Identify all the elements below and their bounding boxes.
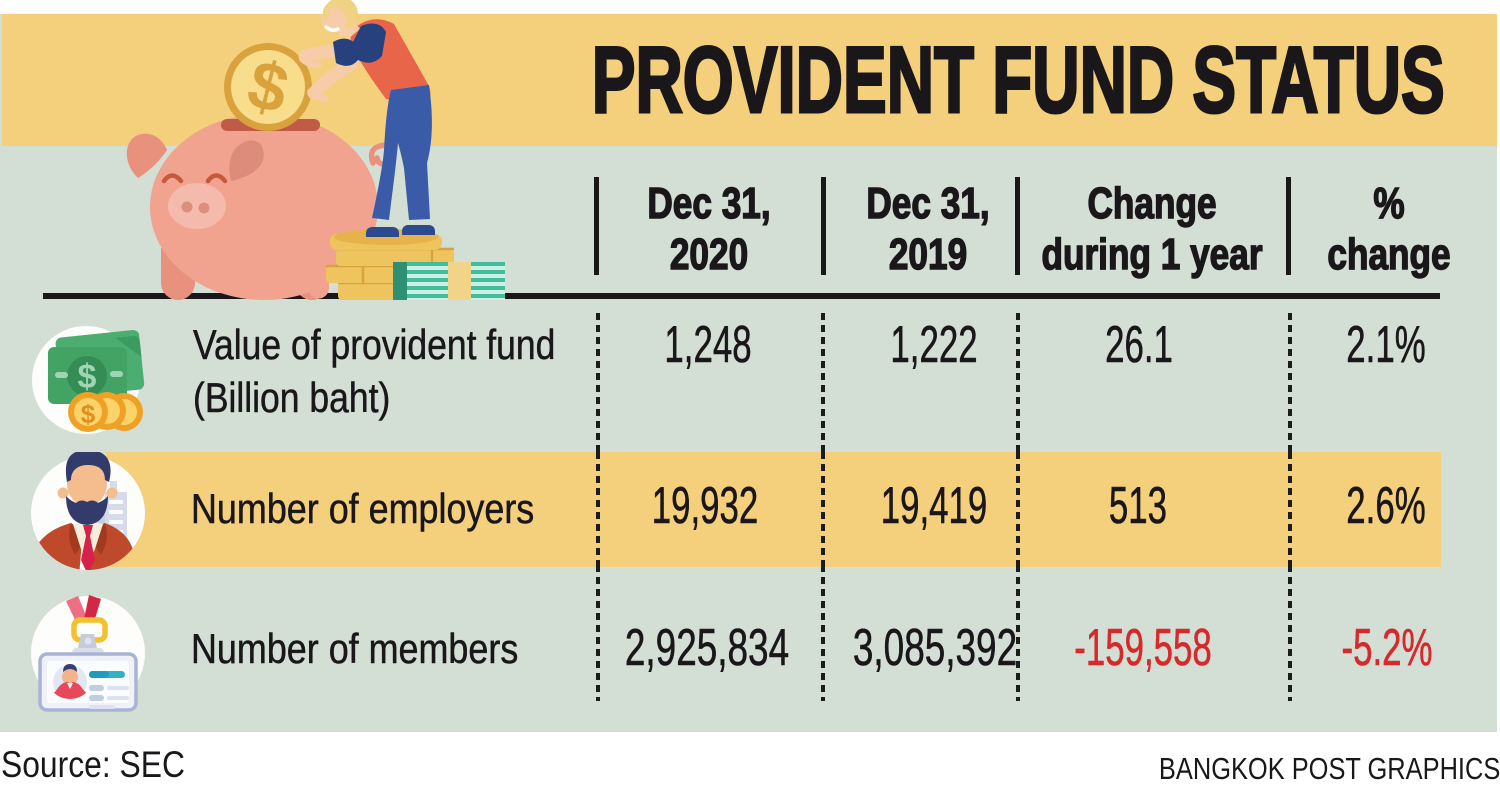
svg-text:$: $ <box>81 399 96 429</box>
svg-text:$: $ <box>78 358 97 396</box>
